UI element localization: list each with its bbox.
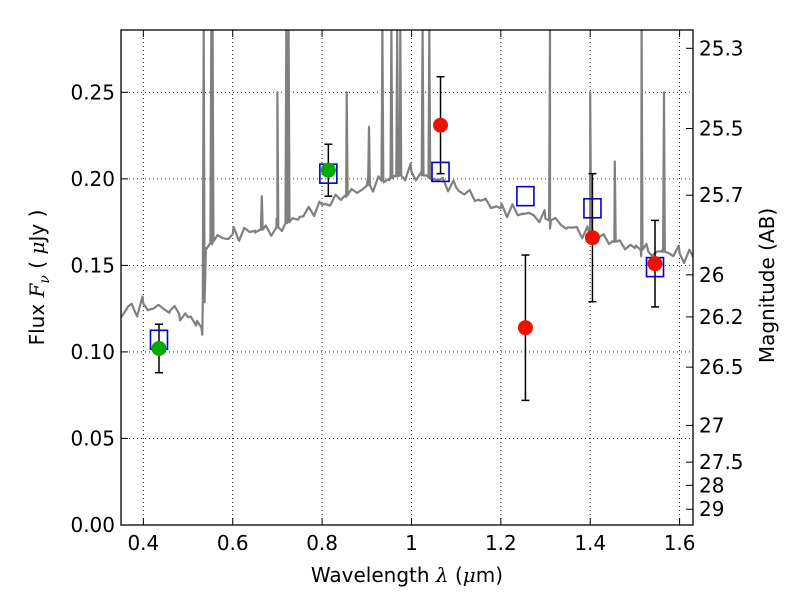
red-point-marker: [647, 256, 663, 272]
mag-tick-label: 28: [699, 473, 724, 497]
x-tick-label: 1: [405, 531, 418, 555]
grid-lines: [121, 30, 693, 526]
mag-tick-label: 25.3: [699, 36, 744, 60]
red-point-marker: [433, 117, 449, 133]
plot-frame: [120, 29, 694, 526]
mag-tick-label: 27.5: [699, 450, 744, 474]
y-tick-label: 0.05: [70, 426, 115, 450]
tick-marks: [121, 30, 693, 526]
mag-tick-label: 26: [699, 263, 724, 287]
mag-tick-label: 26.5: [699, 355, 744, 379]
mag-tick-label: 25.5: [699, 117, 744, 141]
x-axis-label: Wavelength λ (μm): [311, 563, 503, 587]
y-tick-label: 0.25: [70, 80, 115, 104]
red-point-marker: [584, 230, 600, 246]
y-axis-label: Flux Fν ( μJy ): [25, 210, 53, 346]
magnitude-axis-label: Magnitude (AB): [755, 208, 779, 363]
y-tick-label: 0.20: [70, 167, 115, 191]
errorbar-layer: [154, 75, 660, 402]
x-tick-label: 0.4: [127, 531, 159, 555]
marker-layer: [149, 117, 665, 356]
mag-tick-label: 25.7: [699, 183, 744, 207]
model-square-marker: [431, 161, 450, 183]
y-tick-label: 0.00: [70, 513, 115, 537]
x-tick-label: 0.8: [306, 531, 338, 555]
model-square-marker: [516, 185, 535, 207]
y-tick-label: 0.15: [70, 253, 115, 277]
tick-labels: 0.4 0.6 0.8 1 1.2 1.4 1.6 0.00 0.05 0.10 0.15 0.20 0…: [70, 36, 743, 555]
x-tick-label: 1.2: [485, 531, 517, 555]
green-point-marker: [320, 162, 336, 178]
red-point-marker: [517, 320, 533, 336]
mag-tick-label: 27: [699, 413, 724, 437]
mag-tick-label: 26.2: [699, 305, 744, 329]
y-tick-label: 0.10: [70, 340, 115, 364]
x-tick-label: 1.4: [574, 531, 606, 555]
x-tick-label: 0.6: [217, 531, 249, 555]
spectrum-layer: [121, 30, 693, 336]
model-square-marker: [583, 197, 602, 219]
green-point-marker: [151, 340, 167, 356]
x-tick-label: 1.6: [664, 531, 696, 555]
mag-tick-label: 29: [699, 497, 724, 521]
spectrum-line: [121, 30, 693, 336]
